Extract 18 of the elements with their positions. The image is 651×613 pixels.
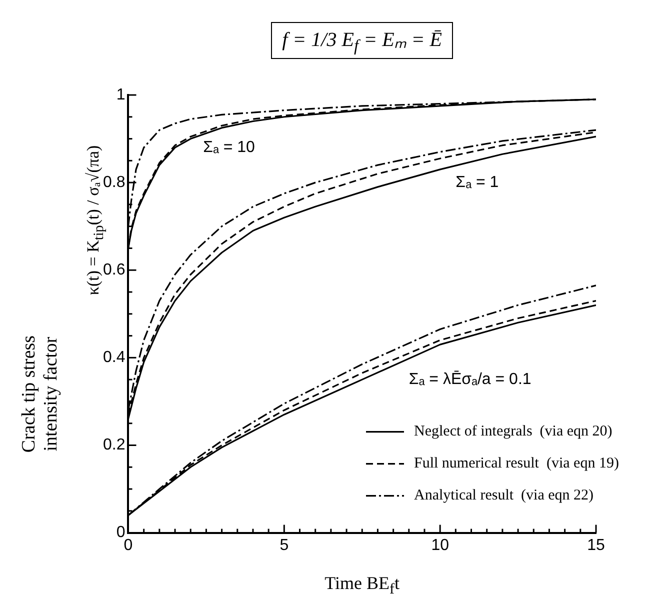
x-tick-label: 10 — [431, 536, 450, 554]
annotation: Σₐ = 1 — [456, 174, 499, 192]
y-tick-label: 0.2 — [102, 436, 126, 454]
y-tick-label: 0.8 — [102, 174, 126, 191]
chart-title: f = 1/3 E$_{f}$ = Eₘ = Ē — [271, 22, 454, 59]
y-tick-label: 0 — [116, 524, 126, 542]
x-tick-label: 5 — [280, 536, 289, 554]
x-axis-title: Time BE$_{f}$t — [324, 572, 400, 598]
legend-label: Neglect of integrals (via eqn 20) — [414, 424, 612, 440]
y-tick-label: 0.4 — [102, 349, 126, 366]
annotation: Σₐ = 10 — [203, 138, 255, 157]
y-tick-label: 1 — [116, 86, 126, 104]
legend-label: Analytical result (via eqn 22) — [414, 488, 594, 504]
x-tick-label: 15 — [587, 536, 605, 554]
legend-label: Full numerical result (via eqn 19) — [414, 456, 619, 472]
annotation: Σₐ = λĒσₐ/a = 0.1 — [408, 370, 532, 389]
y-tick-label: 0.6 — [102, 262, 126, 279]
y-axis-title: Crack tip stress intensity factor — [18, 335, 62, 452]
